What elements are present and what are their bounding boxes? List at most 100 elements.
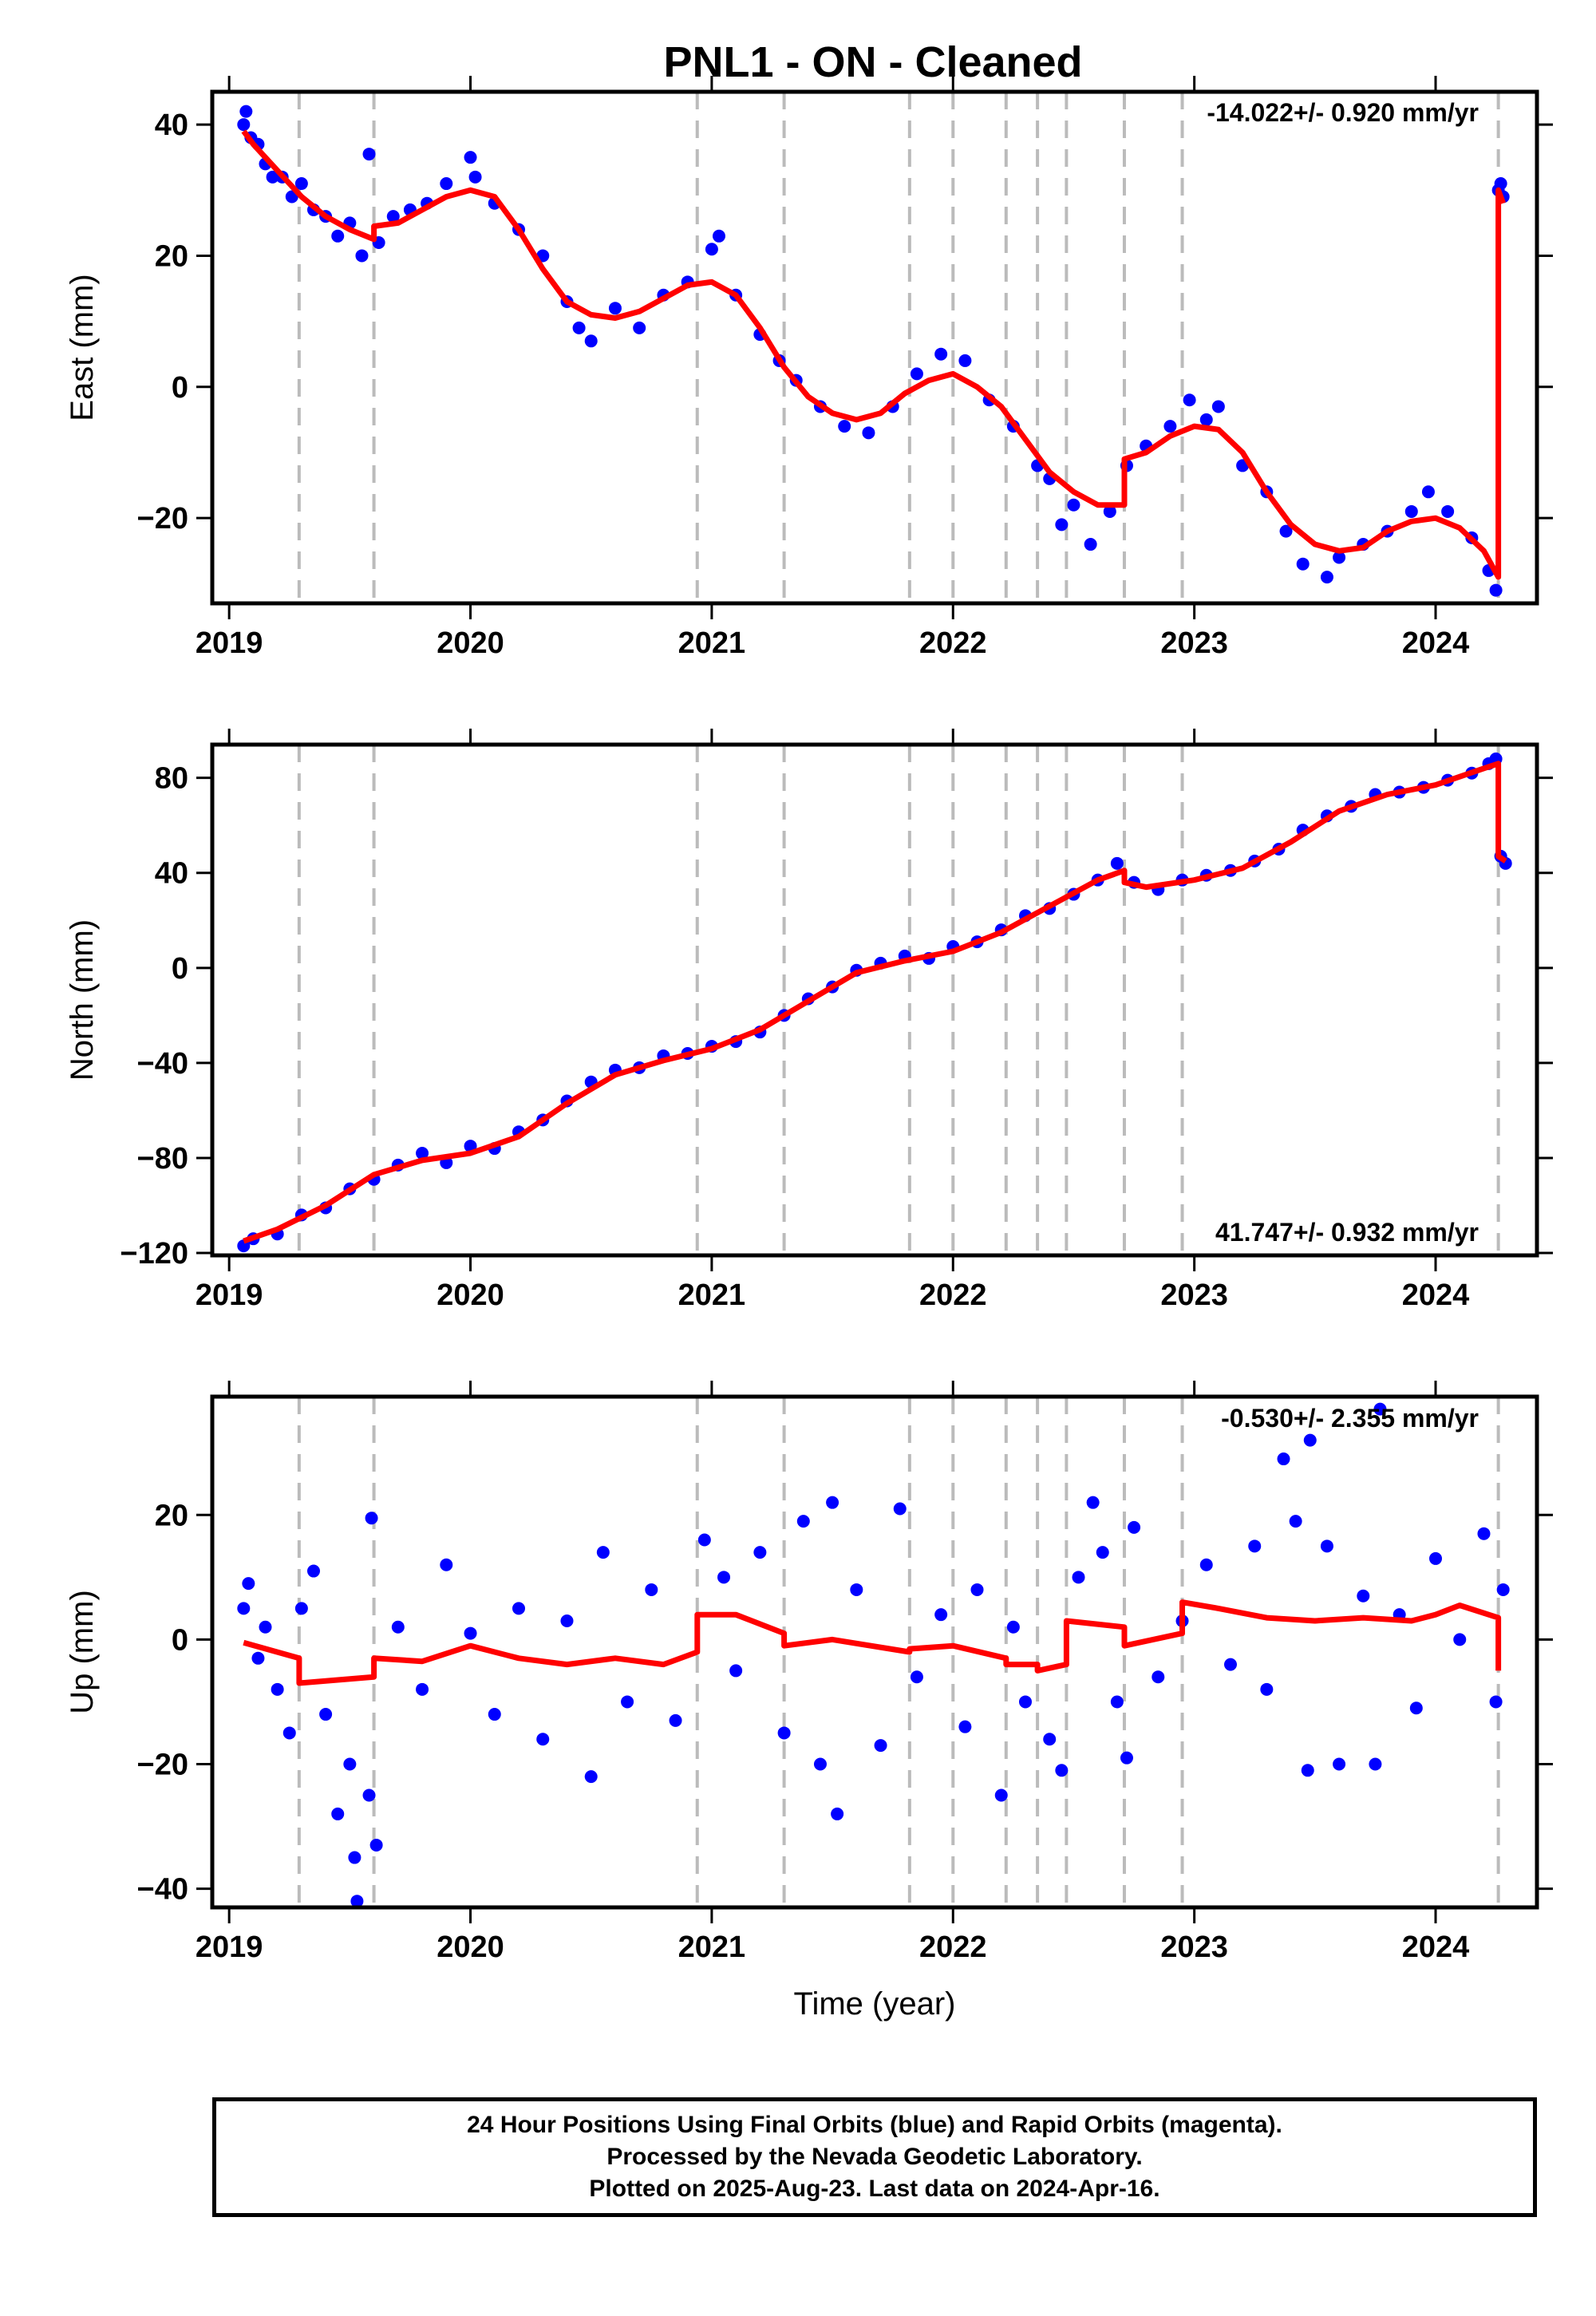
- x-tick-label: 2024: [1402, 1931, 1470, 1964]
- y-tick-label: 0: [172, 952, 188, 986]
- data-point: [343, 1757, 357, 1771]
- panel-up: 2019 2020 2021 2022 2023 2024 −40 −20 0 20 Up (mm)…: [65, 1381, 1553, 2022]
- y-tick-label: −40: [137, 1873, 188, 1907]
- panel-north: 2019 2020 2021 2022 2023 2024 −120 −80 −40 0 40 80 N…: [65, 729, 1553, 1312]
- data-point: [1404, 504, 1418, 518]
- data-point: [1369, 1757, 1382, 1771]
- figure-title: PNL1 - ON - Cleaned: [663, 38, 1082, 86]
- data-point: [1333, 551, 1346, 564]
- data-point: [934, 1608, 948, 1622]
- y-tick-label: −40: [137, 1047, 188, 1081]
- model-fit-line: [241, 129, 1506, 580]
- x-tick-label: 2021: [678, 1279, 746, 1312]
- data-point: [1055, 518, 1069, 532]
- data-point: [1110, 856, 1124, 870]
- processing-info-box: 24 Hour Positions Using Final Orbits (bl…: [212, 2097, 1537, 2217]
- data-point: [259, 1620, 272, 1634]
- x-tick-label: 2022: [919, 1279, 987, 1312]
- data-point: [1223, 1658, 1237, 1671]
- data-point: [994, 1788, 1008, 1802]
- x-tick-label: 2020: [437, 1931, 504, 1964]
- data-point: [1421, 485, 1435, 499]
- data-point: [1152, 1670, 1165, 1684]
- data-point: [850, 1583, 863, 1596]
- data-point: [536, 1733, 550, 1746]
- data-point: [306, 1564, 320, 1578]
- plot-frame: [210, 742, 1539, 1258]
- data-point: [271, 1682, 284, 1696]
- data-point: [584, 334, 598, 348]
- data-point: [1248, 1539, 1262, 1553]
- x-tick-label: 2022: [919, 1931, 987, 1964]
- data-point: [1289, 1515, 1302, 1528]
- data-point: [1477, 1527, 1491, 1540]
- data-point: [874, 1739, 887, 1753]
- panel-east: 2019 2020 2021 2022 2023 2024 −20 0 20 40 East (mm…: [65, 76, 1553, 660]
- x-tick-label: 2019: [196, 626, 263, 660]
- data-point: [1128, 1520, 1141, 1534]
- velocity-rate-label: -14.022+/- 0.920 mm/yr: [1207, 98, 1479, 127]
- data-point: [468, 170, 482, 184]
- plot-frame: [210, 89, 1539, 606]
- data-point: [1055, 1764, 1069, 1777]
- data-point: [1296, 557, 1310, 571]
- data-point: [1333, 1757, 1346, 1771]
- y-tick-label: 80: [155, 762, 188, 796]
- x-tick-label: 2023: [1160, 1931, 1228, 1964]
- data-point: [608, 302, 622, 315]
- data-point: [350, 1895, 364, 1908]
- data-point: [416, 1147, 429, 1160]
- data-point: [1103, 504, 1116, 518]
- x-tick-label: 2023: [1160, 626, 1228, 660]
- data-point: [813, 1757, 827, 1771]
- data-point: [753, 1546, 767, 1559]
- data-point: [440, 177, 453, 191]
- y-tick-label: −80: [137, 1142, 188, 1176]
- data-point: [365, 1512, 378, 1525]
- data-point: [362, 148, 376, 161]
- data-point: [348, 1851, 361, 1864]
- data-point: [464, 151, 477, 164]
- data-point: [331, 229, 345, 243]
- data-point: [958, 354, 972, 367]
- x-tick-label: 2020: [437, 626, 504, 660]
- y-tick-label: 20: [155, 239, 188, 273]
- data-point: [862, 426, 875, 440]
- data-point: [464, 1626, 477, 1640]
- x-tick-label: 2019: [196, 1279, 263, 1312]
- data-point: [712, 229, 725, 243]
- data-point: [1183, 393, 1196, 407]
- data-point: [1494, 177, 1507, 191]
- data-point: [1211, 400, 1225, 413]
- data-point: [633, 321, 646, 334]
- data-point: [1006, 1620, 1020, 1634]
- x-tick-label: 2019: [196, 1931, 263, 1964]
- data-point: [1441, 504, 1455, 518]
- x-tick-label: 2020: [437, 1279, 504, 1312]
- data-point: [1279, 524, 1293, 538]
- data-point: [1303, 1433, 1317, 1447]
- data-point: [512, 1602, 526, 1615]
- x-tick-label: 2021: [678, 626, 746, 660]
- data-point: [970, 1583, 984, 1596]
- footer-line-processor: Processed by the Nevada Geodetic Laborat…: [606, 2144, 1143, 2170]
- data-point: [1067, 498, 1080, 512]
- data-point: [777, 1726, 791, 1740]
- footer-line-dates: Plotted on 2025-Aug-23. Last data on 202…: [589, 2176, 1160, 2202]
- data-point: [266, 170, 279, 184]
- y-axis-label: Up (mm): [65, 1590, 100, 1714]
- y-tick-label: −20: [137, 1748, 188, 1781]
- data-point: [1320, 1539, 1333, 1553]
- data-point: [1429, 1551, 1443, 1565]
- data-point: [391, 1620, 405, 1634]
- data-point: [1489, 583, 1503, 597]
- data-point: [729, 1664, 743, 1678]
- data-point: [282, 1726, 296, 1740]
- y-tick-label: 20: [155, 1499, 188, 1532]
- data-point: [1084, 538, 1097, 551]
- data-point: [893, 1502, 907, 1516]
- data-point: [1489, 1695, 1503, 1709]
- data-point: [1199, 1558, 1213, 1571]
- plot-frame: [210, 1394, 1539, 1910]
